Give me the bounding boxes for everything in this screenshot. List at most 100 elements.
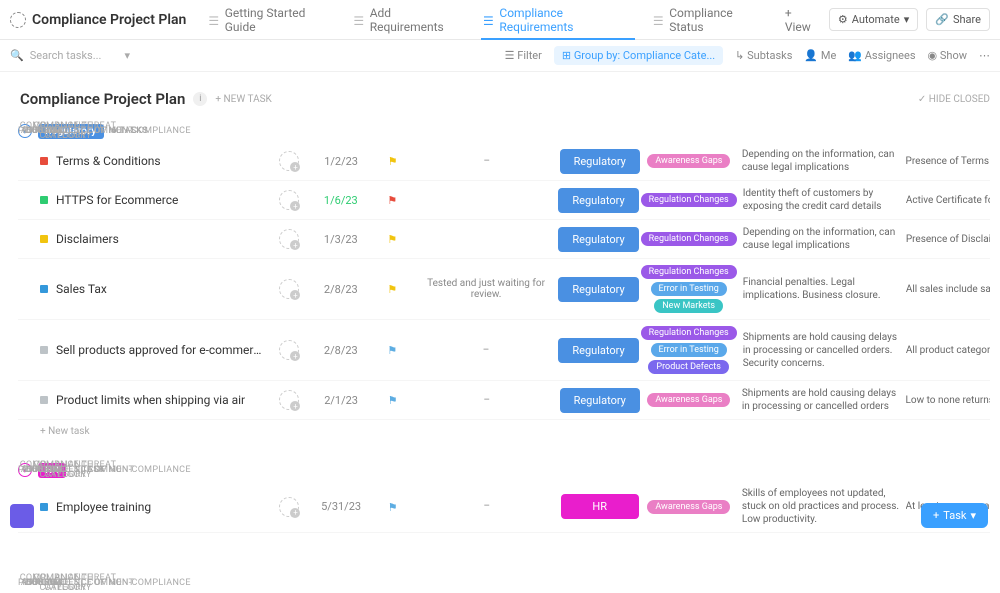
latest-comment: – — [416, 501, 557, 512]
status-square[interactable] — [40, 285, 48, 293]
assignee-cell[interactable] — [266, 229, 313, 249]
share-button[interactable]: 🔗 Share — [926, 8, 990, 31]
new-task-button[interactable]: + NEW TASK — [215, 94, 271, 105]
show-button[interactable]: ◉ Show — [928, 49, 967, 62]
due-date[interactable]: 2/8/23 — [313, 283, 369, 296]
status-square[interactable] — [40, 346, 48, 354]
task-row[interactable]: Sales Tax 2/8/23⚑Tested and just waiting … — [18, 259, 990, 320]
category-cell[interactable]: Regulatory — [557, 149, 641, 174]
tab-add-requirements[interactable]: ☰Add Requirements — [343, 0, 473, 40]
task-row[interactable]: Disclaimers 1/3/23⚑ RegulatoryRegulation C… — [18, 220, 990, 259]
add-view-button[interactable]: + View — [775, 0, 829, 40]
consequence-cell: Shipments are hold causing delays in pro… — [737, 331, 906, 370]
status-square[interactable] — [40, 157, 48, 165]
category-cell[interactable]: Regulatory — [556, 227, 640, 252]
priority-flag[interactable]: ⚑ — [369, 343, 416, 357]
chat-fab[interactable] — [10, 504, 34, 528]
due-date[interactable]: 2/1/23 — [313, 394, 369, 407]
due-date[interactable]: 1/3/23 — [313, 233, 369, 246]
task-row[interactable]: Sell products approved for e-commerce 2/8… — [18, 320, 990, 381]
task-row[interactable]: HTTPS for Ecommerce 1/6/23⚑ RegulatoryRegu… — [18, 181, 990, 220]
latest-comment: Tested and just waiting for review. — [416, 278, 557, 300]
category-cell[interactable]: Regulatory — [556, 338, 640, 363]
due-date[interactable]: 1/2/23 — [313, 155, 369, 168]
task-name[interactable]: HTTPS for Ecommerce — [56, 193, 266, 207]
info-icon[interactable]: i — [193, 92, 207, 106]
threat-badge[interactable]: New Markets — [654, 299, 723, 313]
consequence-cell: Depending on the information, can cause … — [737, 226, 906, 252]
threat-badge[interactable]: Error in Testing — [651, 282, 727, 296]
subtasks-button[interactable]: ↳ Subtasks — [735, 49, 792, 62]
tab-compliance-status[interactable]: ☰Compliance Status — [643, 0, 775, 40]
assignee-cell[interactable] — [266, 340, 313, 360]
task-name[interactable]: Disclaimers — [56, 232, 266, 246]
task-name[interactable]: Sell products approved for e-commerce — [56, 343, 266, 357]
perform-cell: Low to none returns via air constraint — [906, 395, 990, 406]
category-cell[interactable]: Regulatory — [556, 188, 640, 213]
assign-icon[interactable] — [279, 497, 299, 517]
assign-icon[interactable] — [279, 340, 299, 360]
assignee-cell[interactable] — [266, 190, 313, 210]
assignee-cell[interactable] — [266, 390, 313, 410]
priority-flag[interactable]: ⚑ — [369, 154, 416, 168]
status-square[interactable] — [40, 396, 48, 404]
threat-badge[interactable]: Regulation Changes — [641, 232, 737, 246]
assign-icon[interactable] — [279, 279, 299, 299]
assignee-cell[interactable] — [266, 279, 313, 299]
priority-flag[interactable]: ⚑ — [369, 500, 416, 514]
status-square[interactable] — [40, 235, 48, 243]
due-date[interactable]: 2/8/23 — [313, 344, 369, 357]
new-task-fab[interactable]: + Task ▾ — [921, 503, 988, 528]
threat-badge[interactable]: Error in Testing — [651, 343, 727, 357]
priority-flag[interactable]: ⚑ — [369, 232, 416, 246]
threat-badge[interactable]: Awareness Gaps — [647, 154, 730, 168]
task-name[interactable]: Employee training — [56, 500, 266, 514]
me-button[interactable]: 👤 Me — [804, 49, 836, 62]
task-name[interactable]: Product limits when shipping via air — [56, 393, 266, 407]
hide-closed-button[interactable]: ✓ HIDE CLOSED — [918, 94, 990, 105]
threat-badge[interactable]: Product Defects — [648, 360, 728, 374]
tab-getting-started-guide[interactable]: ☰Getting Started Guide — [198, 0, 343, 40]
task-row[interactable]: Product limits when shipping via air 2/1/… — [18, 381, 990, 420]
filter-button[interactable]: ☰ Filter — [505, 49, 542, 62]
threat-badge[interactable]: Awareness Gaps — [647, 500, 730, 514]
new-task-row[interactable]: + New task — [18, 420, 990, 443]
threat-badge[interactable]: Awareness Gaps — [647, 393, 730, 407]
group-by-button[interactable]: ⊞ Group by: Compliance Cate... — [554, 46, 723, 65]
task-name[interactable]: Terms & Conditions — [56, 154, 266, 168]
assign-icon[interactable] — [279, 390, 299, 410]
task-name[interactable]: Sales Tax — [56, 282, 266, 296]
more-icon[interactable]: ⋯ — [979, 49, 990, 62]
status-square[interactable] — [40, 503, 48, 511]
task-row[interactable]: Terms & Conditions1/2/23⚑–RegulatoryAwar… — [18, 142, 990, 181]
threat-badge[interactable]: Regulation Changes — [641, 265, 737, 279]
priority-flag[interactable]: ⚑ — [369, 193, 416, 207]
category-cell[interactable]: Regulatory — [556, 277, 640, 302]
category-cell[interactable]: HR — [557, 494, 641, 519]
assign-icon[interactable] — [279, 229, 299, 249]
tab-compliance-requirements[interactable]: ☰Compliance Requirements — [473, 0, 643, 40]
view-tabs: ☰Getting Started Guide☰Add Requirements☰… — [198, 0, 828, 40]
list-icon: ☰ — [653, 14, 664, 26]
automate-button[interactable]: ⚙ Automate ▾ — [829, 8, 918, 31]
content-area: Compliance Project Plan i + NEW TASK ✓ H… — [0, 72, 1000, 538]
assignee-cell[interactable] — [266, 497, 313, 517]
due-date[interactable]: 1/6/23 — [313, 194, 369, 207]
perform-cell: All sales include sale — [906, 284, 990, 295]
search-input[interactable]: 🔍 Search tasks... ▾ — [10, 49, 130, 62]
threat-badge[interactable]: Regulation Changes — [641, 193, 737, 207]
due-date[interactable]: 5/31/23 — [313, 500, 369, 513]
task-row[interactable]: Employee training 5/31/23⚑–HR Awareness Ga… — [18, 481, 990, 533]
status-square[interactable] — [40, 196, 48, 204]
priority-flag[interactable]: ⚑ — [369, 282, 416, 296]
filter-bar: 🔍 Search tasks... ▾ ☰ Filter ⊞ Group by:… — [0, 40, 1000, 72]
priority-flag[interactable]: ⚑ — [369, 393, 416, 407]
page-title: Compliance Project Plan — [20, 90, 185, 108]
assignees-button[interactable]: 👥 Assignees — [848, 49, 915, 62]
new-task-row[interactable]: + New task — [18, 533, 990, 538]
assign-icon[interactable] — [279, 190, 299, 210]
threat-badge[interactable]: Regulation Changes — [641, 326, 737, 340]
assign-icon[interactable] — [279, 151, 299, 171]
assignee-cell[interactable] — [266, 151, 313, 171]
category-cell[interactable]: Regulatory — [557, 388, 641, 413]
